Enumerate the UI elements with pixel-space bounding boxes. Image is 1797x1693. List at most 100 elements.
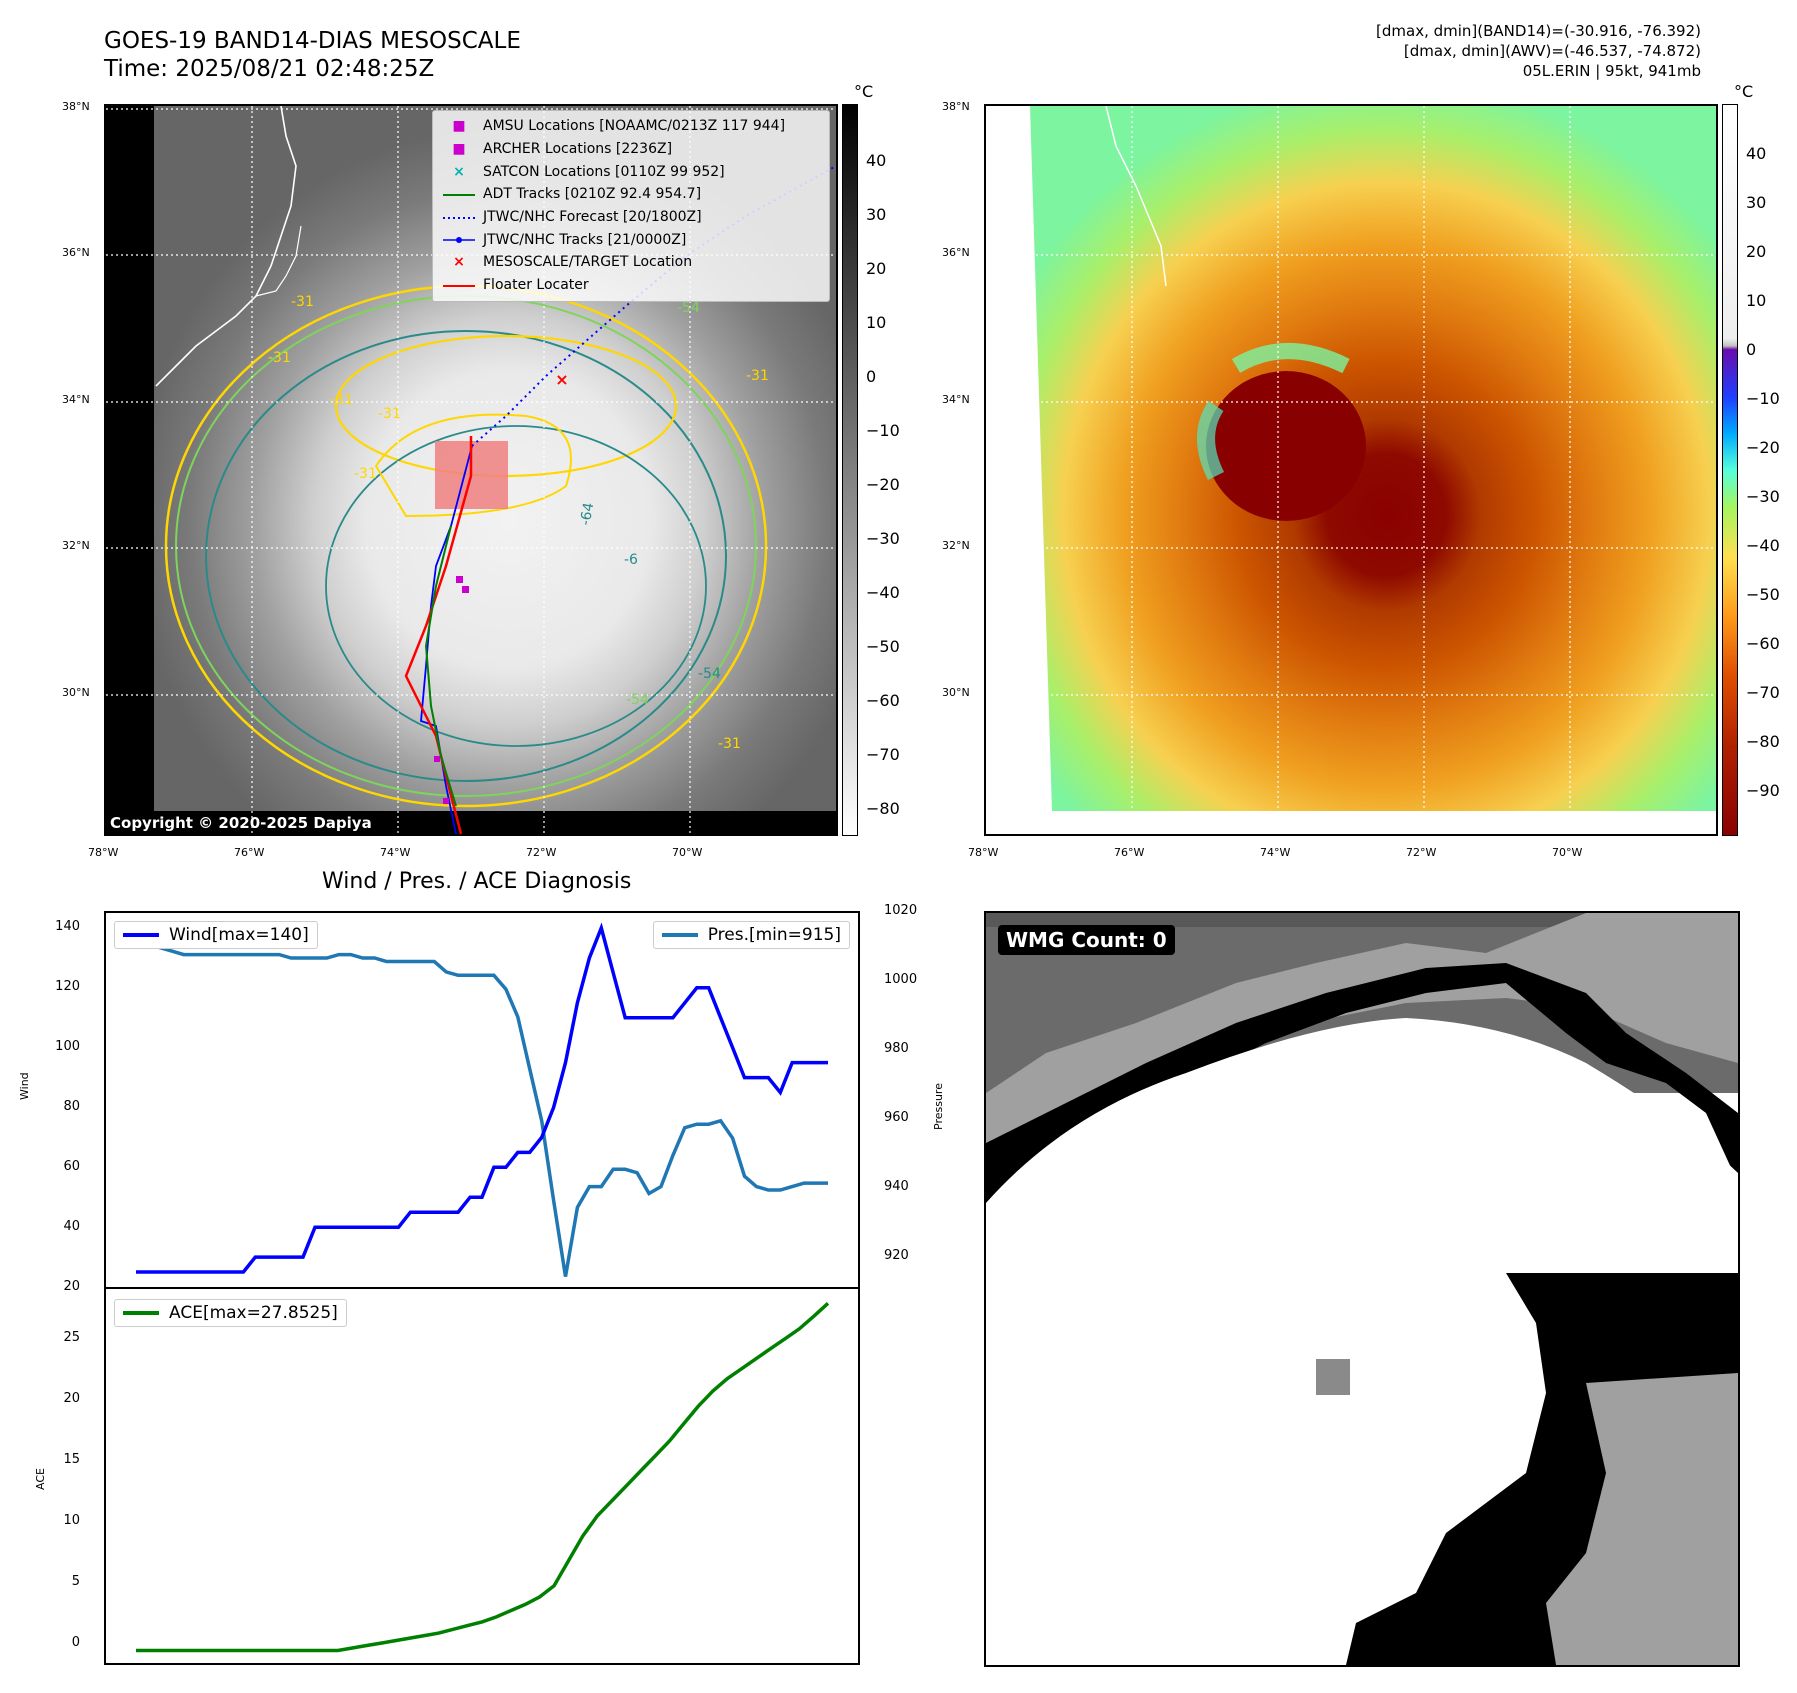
colorbar-tick: 20 <box>866 259 887 278</box>
colorbar-tick: −40 <box>1746 536 1780 555</box>
lat-label: 32°N <box>62 539 90 552</box>
lat-label: 30°N <box>62 686 90 699</box>
contour-label: -31 <box>746 368 769 384</box>
colorbar-tick: −50 <box>866 637 900 656</box>
ace-legend-label: ACE[max=27.8525] <box>169 1303 338 1323</box>
ace-tick: 25 <box>63 1330 80 1345</box>
ace-tick: 5 <box>71 1574 80 1589</box>
colorbar-tick: 10 <box>866 313 887 332</box>
colorbar-tick: −30 <box>1746 487 1780 506</box>
pres-legend-label: Pres.[min=915] <box>707 925 841 945</box>
ace-tick: 15 <box>63 1452 80 1467</box>
wind-tick: 20 <box>63 1279 80 1294</box>
ir-map-panel: × -31 -31 -31 -31 -54 -64 -6 -54 -31 -54… <box>104 104 838 836</box>
lat-label: 38°N <box>942 100 970 113</box>
colorbar-unit: °C <box>1734 82 1754 101</box>
colorbar-tick: −10 <box>866 421 900 440</box>
ir-colorbar <box>842 104 858 836</box>
wind-tick: 120 <box>55 979 80 994</box>
lon-label: 78°W <box>88 846 119 859</box>
figure-time: Time: 2025/08/21 02:48:25Z <box>104 56 435 82</box>
lat-label: 34°N <box>62 393 90 406</box>
pres-legend: Pres.[min=915] <box>652 921 850 949</box>
contour-label: -31 <box>718 736 741 752</box>
wmg-image <box>986 913 1738 1665</box>
contour-label: -31 <box>354 466 377 482</box>
contour-label: -54 <box>677 300 700 316</box>
contour-label: -31 <box>291 294 314 310</box>
colorbar-tick: −70 <box>1746 683 1780 702</box>
pres-tick: 920 <box>884 1248 909 1263</box>
wind-legend-label: Wind[max=140] <box>169 925 309 945</box>
wind-pres-plot <box>136 922 828 1277</box>
wind-pres-panel: Wind[max=140] Pres.[min=915] <box>104 911 860 1289</box>
wind-tick: 60 <box>63 1159 80 1174</box>
legend-item-tracks: JTWC/NHC Tracks [21/0000Z] <box>441 228 821 251</box>
lon-label: 76°W <box>1114 846 1145 859</box>
lat-label: 34°N <box>942 393 970 406</box>
legend-item-amsu: ■ AMSU Locations [NOAAMC/0213Z 117 944] <box>452 118 786 135</box>
wind-legend-line <box>123 933 159 937</box>
colorbar-tick: −90 <box>1746 781 1780 800</box>
pres-tick: 1020 <box>884 903 918 918</box>
ace-plot <box>136 1302 830 1653</box>
colorbar-tick: −20 <box>1746 438 1780 457</box>
ace-panel: ACE[max=27.8525] <box>104 1287 860 1665</box>
lat-label: 38°N <box>62 100 90 113</box>
lon-label: 76°W <box>234 846 265 859</box>
colorbar-tick: 0 <box>1746 340 1757 359</box>
colorbar-tick: −60 <box>1746 634 1780 653</box>
band14-stats: [dmax, dmin](BAND14)=(-30.916, -76.392) <box>1376 22 1701 40</box>
lat-label: 30°N <box>942 686 970 699</box>
legend-item-satcon: × SATCON Locations [0110Z 99 952] <box>453 163 725 180</box>
storm-info: 05L.ERIN | 95kt, 941mb <box>1522 62 1701 80</box>
map-gridlines <box>986 106 1716 834</box>
copyright-text: Copyright © 2020-2025 Dapiya <box>110 814 372 832</box>
colorbar-tick: −40 <box>866 583 900 602</box>
colorbar-tick: 40 <box>1746 144 1767 163</box>
coastline <box>155 106 297 387</box>
map-legend: ■ AMSU Locations [NOAAMC/0213Z 117 944] ■… <box>432 110 830 302</box>
lat-label: 36°N <box>942 246 970 259</box>
awv-map-image <box>986 106 1716 834</box>
colorbar-tick: 40 <box>866 151 887 170</box>
legend-item-target: × MESOSCALE/TARGET Location <box>453 254 693 271</box>
awv-colorbar <box>1722 104 1738 836</box>
colorbar-tick: −50 <box>1746 585 1780 604</box>
lon-label: 74°W <box>1260 846 1291 859</box>
legend-item-forecast: JTWC/NHC Forecast [20/1800Z] <box>443 209 702 226</box>
ace-legend-line <box>123 1311 159 1315</box>
diagnosis-title: Wind / Pres. / ACE Diagnosis <box>322 869 632 894</box>
contour-label: -31 <box>378 406 401 422</box>
mesoscale-target-marker: × <box>555 370 568 389</box>
pres-tick: 960 <box>884 1110 909 1125</box>
lon-label: 72°W <box>1406 846 1437 859</box>
pres-tick: 940 <box>884 1179 909 1194</box>
lat-label: 32°N <box>942 539 970 552</box>
wind-tick: 80 <box>63 1099 80 1114</box>
wind-tick: 140 <box>55 919 80 934</box>
contour-label: -54 <box>626 692 649 708</box>
contour-teal-outer <box>205 330 727 782</box>
colorbar-tick: −20 <box>866 475 900 494</box>
colorbar-tick: −60 <box>866 691 900 710</box>
figure-title: GOES-19 BAND14-DIAS MESOSCALE <box>104 28 521 54</box>
wind-line <box>136 922 828 1274</box>
contour-label: -6 <box>624 552 638 568</box>
legend-item-floater: Floater Locater <box>443 277 589 294</box>
colorbar-tick: −80 <box>1746 732 1780 751</box>
colorbar-tick: 10 <box>1746 291 1767 310</box>
pres-tick: 980 <box>884 1041 909 1056</box>
colorbar-tick: 30 <box>1746 193 1767 212</box>
legend-item-adt: ADT Tracks [0210Z 92.4 954.7] <box>443 186 702 203</box>
lon-label: 70°W <box>672 846 703 859</box>
ace-tick: 0 <box>71 1635 80 1650</box>
lon-label: 74°W <box>380 846 411 859</box>
pres-ylabel: Pressure <box>932 1083 945 1130</box>
colorbar-tick: −80 <box>866 799 900 818</box>
pres-legend-line <box>661 933 698 937</box>
legend-item-archer: ■ ARCHER Locations [2236Z] <box>452 141 673 158</box>
lon-label: 78°W <box>968 846 999 859</box>
wind-tick: 40 <box>63 1219 80 1234</box>
ace-legend: ACE[max=27.8525] <box>114 1299 347 1327</box>
